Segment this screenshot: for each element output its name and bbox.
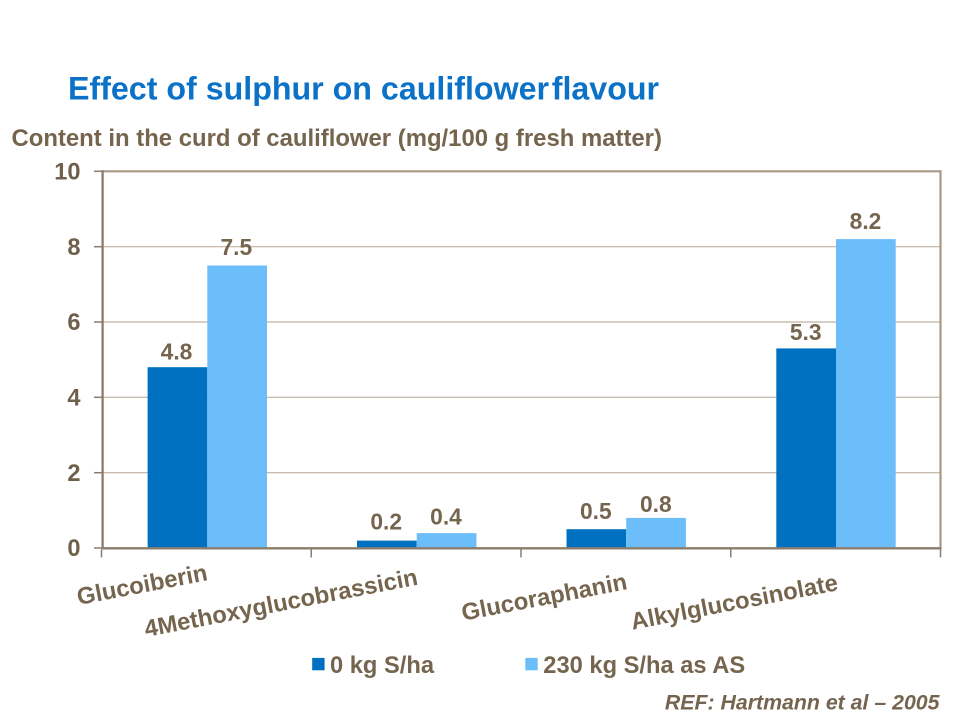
svg-text:230 kg S/ha as AS: 230 kg S/ha as AS xyxy=(543,653,745,679)
svg-text:REF: Hartmann et al – 2005: REF: Hartmann et al – 2005 xyxy=(665,690,941,714)
svg-text:8.2: 8.2 xyxy=(850,208,882,234)
svg-text:0: 0 xyxy=(67,536,80,562)
svg-text:0 kg S/ha: 0 kg S/ha xyxy=(330,653,435,679)
svg-text:Effect of sulphur on cauliflow: Effect of sulphur on cauliflower flavour xyxy=(68,71,660,107)
svg-text:6: 6 xyxy=(67,310,80,336)
svg-text:4: 4 xyxy=(67,386,80,412)
svg-text:4.8: 4.8 xyxy=(161,339,193,365)
svg-text:0.2: 0.2 xyxy=(370,509,402,535)
svg-text:7.5: 7.5 xyxy=(220,234,252,260)
svg-text:Alkylglucosinolate: Alkylglucosinolate xyxy=(629,569,841,635)
svg-text:0.4: 0.4 xyxy=(430,504,462,530)
svg-text:5.3: 5.3 xyxy=(790,319,822,345)
svg-text:0.5: 0.5 xyxy=(580,498,612,524)
svg-text:2: 2 xyxy=(67,461,80,487)
svg-text:Glucoiberin: Glucoiberin xyxy=(75,559,210,611)
svg-text:Glucoraphanin: Glucoraphanin xyxy=(459,568,629,626)
svg-text:0.8: 0.8 xyxy=(640,491,672,517)
svg-text:10: 10 xyxy=(54,160,80,186)
svg-text:8: 8 xyxy=(67,235,80,261)
svg-text:Content in the curd of caulifl: Content in the curd of cauliflower (mg/1… xyxy=(12,125,662,152)
